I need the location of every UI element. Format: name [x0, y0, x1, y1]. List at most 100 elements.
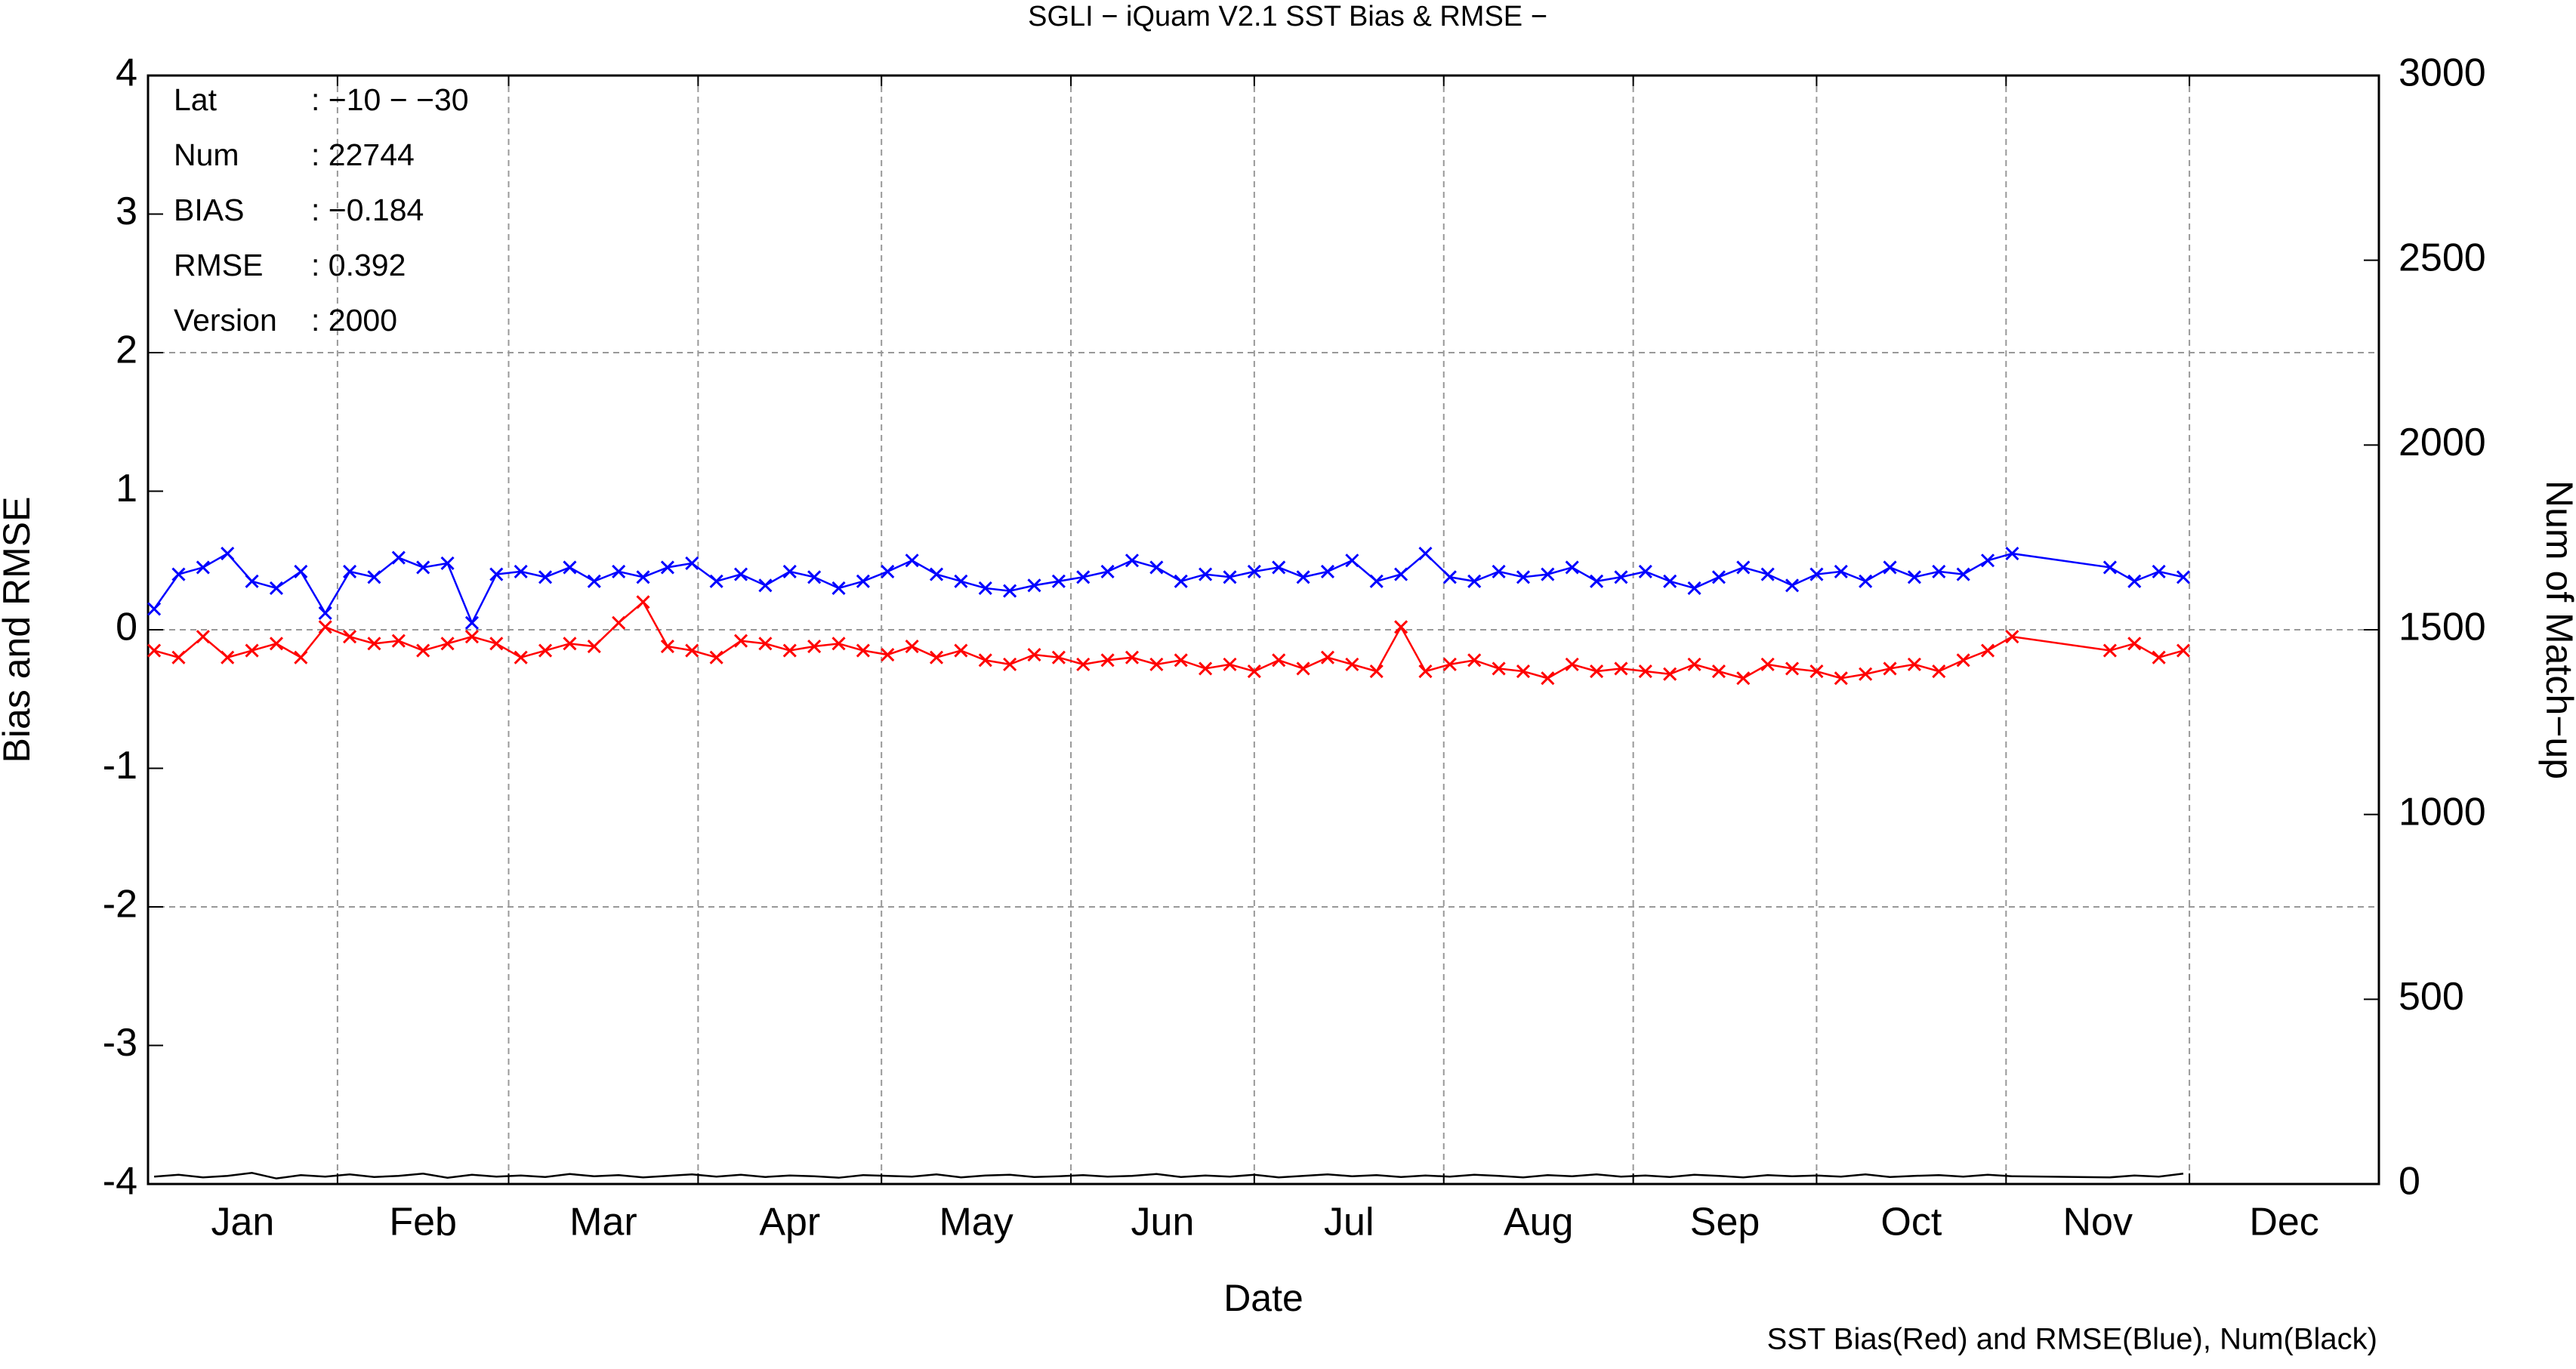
x-tick-label: Jul	[1324, 1201, 1374, 1244]
data-point	[1100, 653, 1115, 668]
data-point	[807, 639, 822, 654]
data-point	[1272, 560, 1286, 575]
data-point	[1687, 657, 1701, 671]
data-point	[1565, 560, 1579, 575]
data-point	[416, 643, 430, 658]
data-point	[1883, 661, 1897, 676]
data-point	[2005, 630, 2019, 644]
data-point	[538, 643, 553, 658]
y-tick-label: 3	[116, 190, 137, 233]
data-point	[881, 564, 895, 578]
data-point	[709, 574, 723, 588]
info-value: : −10 − −30	[311, 82, 469, 117]
data-point	[269, 637, 284, 651]
data-point	[1638, 664, 1652, 679]
data-point	[1223, 657, 1237, 671]
data-point	[709, 650, 723, 664]
y-tick-label: -3	[103, 1021, 137, 1065]
data-point	[954, 574, 968, 588]
data-point	[1100, 564, 1115, 578]
data-point	[514, 650, 528, 664]
data-point	[318, 620, 332, 634]
data-point	[758, 637, 773, 651]
data-point	[367, 637, 381, 651]
data-point	[1565, 657, 1579, 671]
data-point	[2102, 560, 2117, 575]
data-point	[782, 643, 797, 658]
data-point	[171, 650, 186, 664]
data-point	[929, 650, 944, 664]
data-point	[416, 560, 430, 575]
x-tick-label: Dec	[2249, 1201, 2318, 1244]
data-point	[1320, 564, 1335, 578]
data-point	[2152, 650, 2166, 664]
data-point	[587, 574, 601, 588]
data-point	[636, 570, 650, 584]
data-point	[563, 560, 577, 575]
x-tick-label: Nov	[2062, 1201, 2132, 1244]
data-point	[1003, 584, 1017, 598]
data-point	[1711, 570, 1726, 584]
data-point	[856, 574, 870, 588]
x-tick-label: Apr	[759, 1201, 820, 1244]
data-point	[1467, 574, 1482, 588]
y-tick-label: 1	[116, 467, 137, 510]
data-point	[1442, 657, 1457, 671]
data-point	[489, 567, 504, 581]
y-tick-label: 4	[116, 51, 137, 95]
data-point	[782, 564, 797, 578]
chart-title: SGLI − iQuam V2.1 SST Bias & RMSE −	[1028, 1, 1547, 32]
data-point	[196, 630, 210, 644]
data-point	[881, 647, 895, 662]
data-point	[171, 567, 186, 581]
data-point	[587, 639, 601, 654]
data-point	[1124, 553, 1140, 568]
y-tick-label: 0	[116, 606, 137, 649]
data-point	[367, 570, 381, 584]
series-line	[153, 552, 2184, 625]
data-point	[1687, 581, 1701, 596]
data-point	[1638, 564, 1652, 578]
data-point	[1907, 657, 1921, 671]
data-point	[660, 639, 674, 654]
data-point	[2127, 574, 2142, 588]
data-point	[1907, 570, 1921, 584]
data-point	[1027, 578, 1041, 593]
data-point	[1149, 657, 1164, 671]
data-point	[2005, 547, 2019, 561]
info-label: Num	[174, 137, 239, 172]
data-point	[514, 564, 528, 578]
data-point	[1076, 570, 1091, 584]
data-point	[1956, 653, 1970, 668]
data-point	[1027, 647, 1041, 662]
data-point	[685, 643, 699, 658]
data-point	[954, 643, 968, 658]
y2-tick-label: 3000	[2399, 51, 2486, 95]
data-point	[1760, 657, 1775, 671]
plot-frame	[147, 74, 2380, 1186]
data-point	[245, 574, 259, 588]
data-point	[2176, 643, 2191, 658]
y2-axis-label: Num of Match−up	[2538, 480, 2576, 779]
data-point	[1003, 657, 1017, 671]
data-point	[1247, 564, 1261, 578]
data-point	[294, 564, 308, 578]
data-point	[440, 637, 455, 651]
data-point	[1711, 664, 1726, 679]
data-point	[1442, 570, 1457, 584]
data-point	[636, 595, 650, 609]
x-tick-label: Aug	[1504, 1201, 1574, 1244]
info-label: Lat	[174, 82, 217, 117]
series-line	[153, 1172, 2184, 1179]
data-point	[2127, 637, 2142, 651]
data-point	[196, 560, 210, 575]
data-point	[1614, 570, 1628, 584]
info-value: : 22744	[311, 137, 415, 172]
data-point	[1785, 578, 1800, 593]
data-point	[1345, 553, 1359, 568]
y2-tick-label: 2000	[2399, 421, 2486, 464]
data-point	[1834, 671, 1848, 686]
data-point	[1051, 574, 1066, 588]
data-point	[1418, 547, 1433, 561]
data-point	[1124, 650, 1140, 664]
